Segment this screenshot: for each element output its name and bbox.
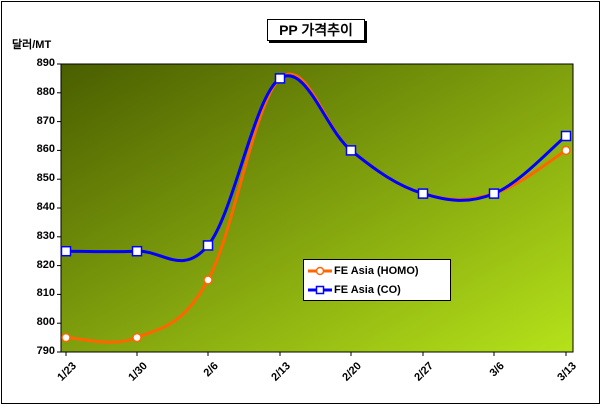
data-point-homo [203, 275, 213, 285]
data-point-co [488, 188, 500, 199]
y-tick-label: 810 [36, 287, 55, 300]
legend-label-co: FE Asia (CO) [334, 284, 401, 296]
y-tick-label: 880 [36, 85, 55, 98]
axes [57, 63, 567, 356]
y-tick-label: 850 [36, 172, 55, 185]
series-layer [60, 72, 572, 344]
data-point-homo [61, 332, 71, 343]
y-tick-label: 840 [36, 201, 55, 213]
legend-item-co: FE Asia (CO) [308, 282, 401, 298]
y-tick-label: 870 [36, 114, 55, 127]
legend-swatch-homo [308, 266, 332, 276]
legend-swatch-co [308, 285, 332, 295]
legend-label-homo: FE Asia (HOMO) [334, 265, 419, 277]
y-tick-label: 830 [36, 229, 55, 242]
data-point-co [131, 245, 143, 257]
data-point-co [560, 130, 572, 142]
data-point-co [60, 245, 72, 257]
legend: FE Asia (HOMO) FE Asia (CO) [303, 259, 451, 301]
y-tick-label: 790 [36, 345, 55, 357]
legend-item-homo: FE Asia (HOMO) [308, 263, 419, 279]
y-tick-label: 860 [36, 143, 55, 156]
data-point-homo [132, 332, 142, 343]
data-point-co [274, 73, 286, 84]
data-point-homo [561, 145, 571, 156]
y-tick-label: 800 [36, 316, 55, 329]
series-line-co [65, 74, 567, 263]
chart-title: PP 가격추이 [267, 19, 365, 41]
plot-area [60, 63, 574, 353]
y-axis-label: 달러/MT [12, 39, 52, 51]
data-point-co [345, 145, 357, 156]
y-tick-label: 820 [36, 258, 55, 271]
y-tick-label: 890 [36, 57, 55, 69]
data-point-co [202, 240, 214, 251]
data-point-co [417, 188, 429, 199]
